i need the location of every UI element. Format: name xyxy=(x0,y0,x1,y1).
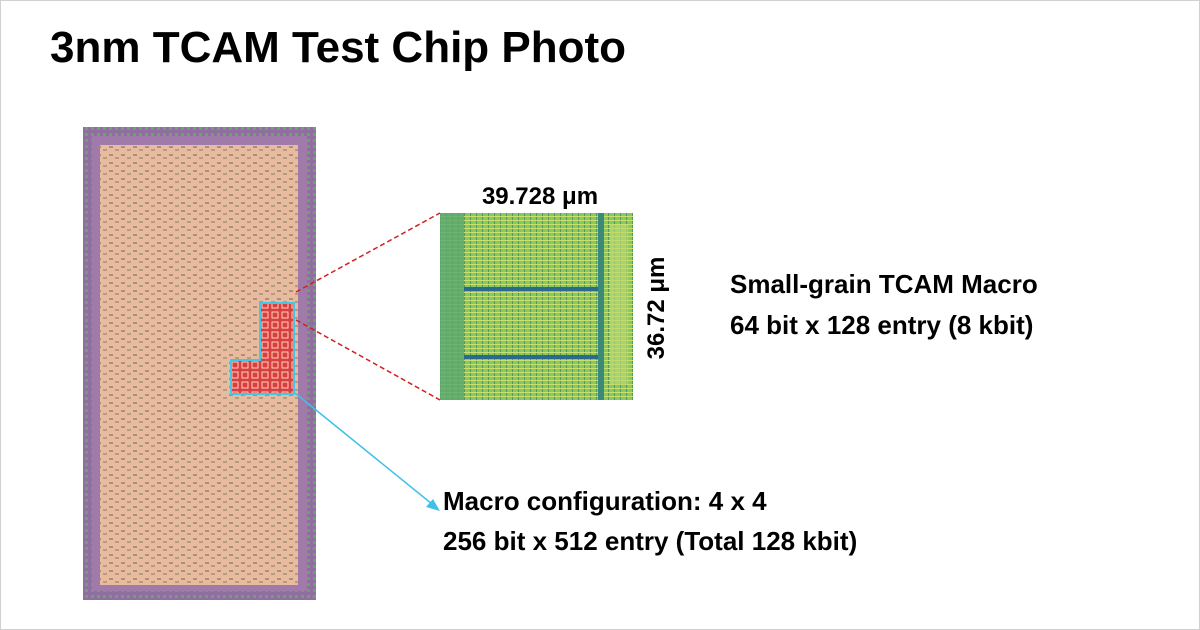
macro-name: Small-grain TCAM Macro xyxy=(730,269,1038,299)
chip-photo xyxy=(83,127,316,600)
arrow-head xyxy=(426,499,440,511)
title: 3nm TCAM Test Chip Photo xyxy=(50,23,626,72)
config-line1: Macro configuration: 4 x 4 xyxy=(443,486,767,516)
config-line2: 256 bit x 512 entry (Total 128 kbit) xyxy=(443,526,857,556)
arrow xyxy=(294,392,433,505)
zoom-line xyxy=(295,319,441,401)
zoom-line xyxy=(295,212,441,293)
macro-spec: 64 bit x 128 entry (8 kbit) xyxy=(730,310,1033,340)
width-label: 39.728 μm xyxy=(482,183,598,210)
height-label: 36.72 μm xyxy=(643,257,670,360)
macro-zoom xyxy=(440,213,633,400)
